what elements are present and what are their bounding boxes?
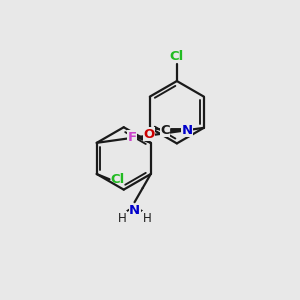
Text: C: C [160, 124, 170, 136]
Text: N: N [129, 205, 140, 218]
Text: H: H [142, 212, 152, 225]
Text: Cl: Cl [110, 173, 124, 186]
Text: N: N [182, 124, 193, 136]
Text: F: F [128, 130, 136, 144]
Text: O: O [143, 128, 155, 141]
Text: H: H [118, 212, 127, 225]
Text: Cl: Cl [170, 50, 184, 63]
